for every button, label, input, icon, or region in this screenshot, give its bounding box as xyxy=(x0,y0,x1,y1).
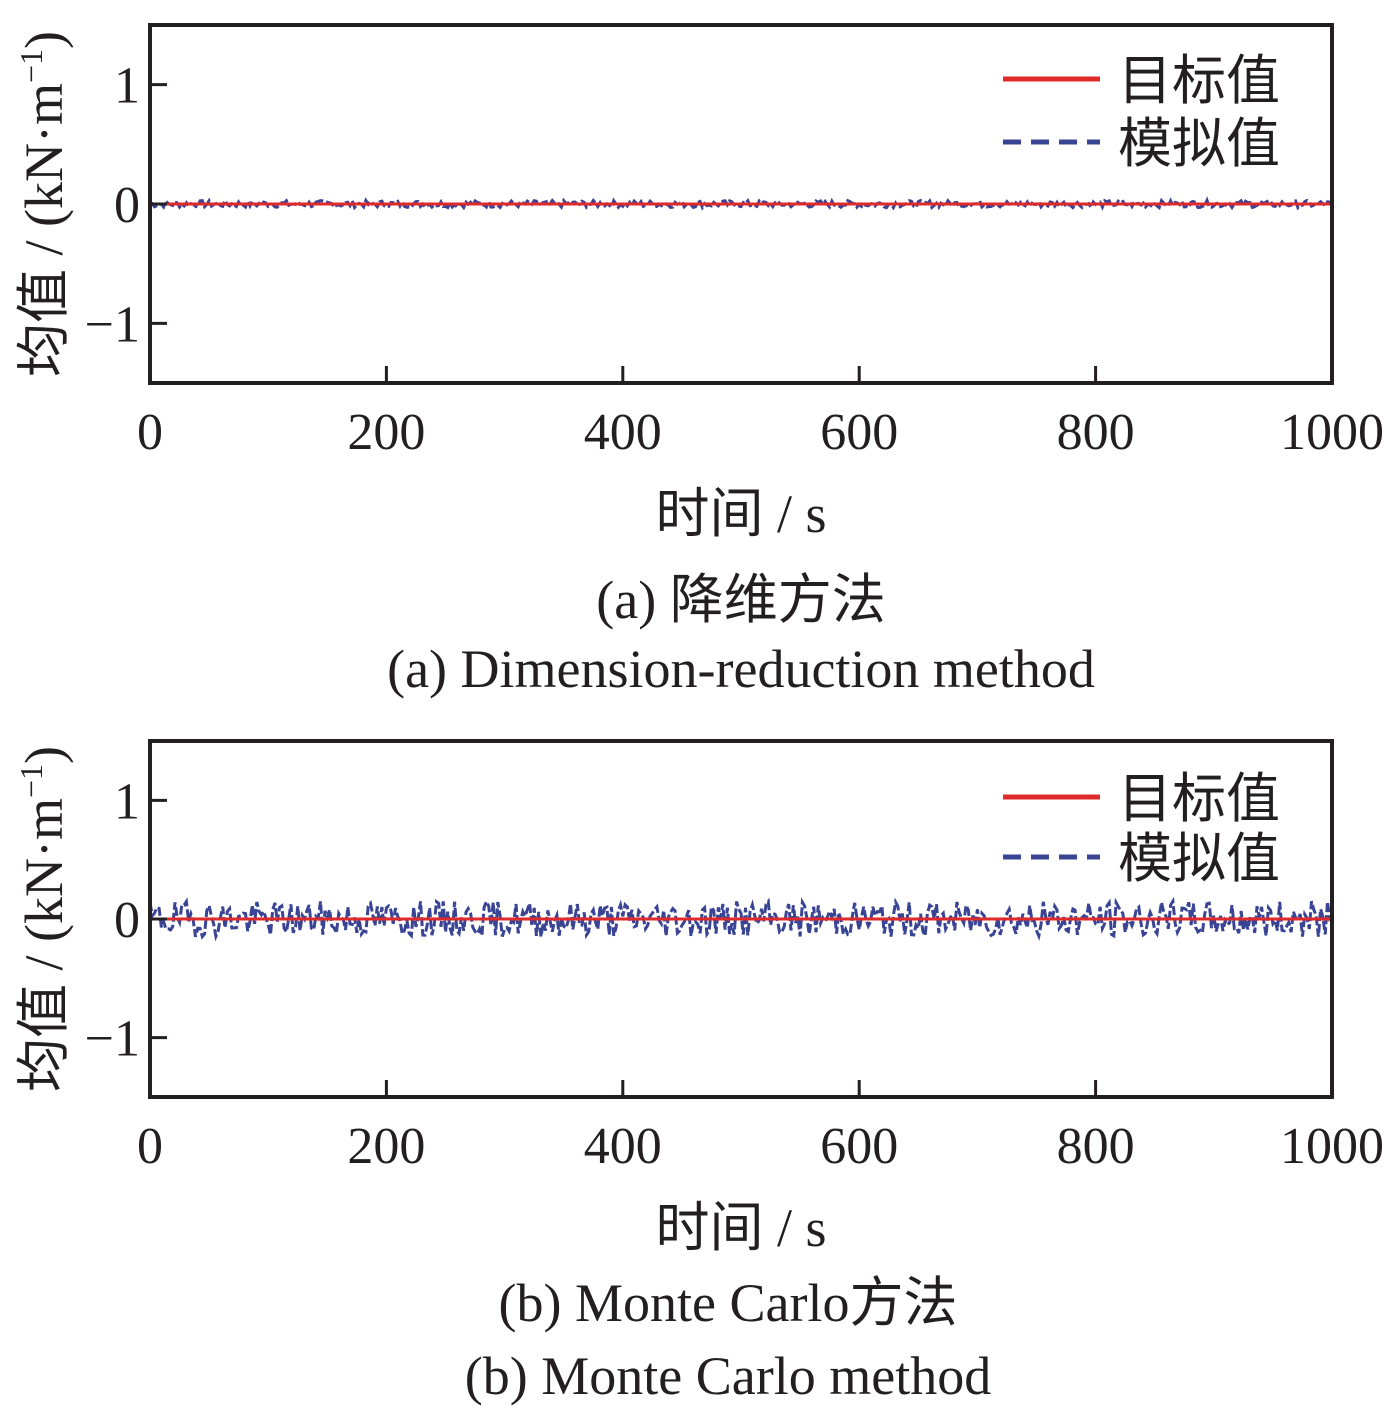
y-axis-label-close-b: ) xyxy=(14,746,74,764)
tick-labels-b: 0 200 400 600 800 1000 1 0 −1 xyxy=(85,773,1384,1175)
y-tick-label-1: 0 xyxy=(114,892,140,949)
x-tick-label-2: 400 xyxy=(584,404,662,461)
x-tick-label-0: 0 xyxy=(137,404,163,461)
series-simulated-b xyxy=(148,896,1334,942)
tick-labels-a: 0 200 400 600 800 1000 1 0 −1 xyxy=(85,58,1384,461)
x-tick-label-4: 800 xyxy=(1057,404,1135,461)
legend-a: 目标值 模拟值 xyxy=(1003,51,1280,174)
simulated-line xyxy=(148,896,1334,942)
x-tick-label-1: 200 xyxy=(347,1118,425,1175)
x-tick-label-3: 600 xyxy=(820,404,898,461)
caption-en-b: (b) Monte Carlo method xyxy=(465,1346,991,1406)
x-tick-label-5: 1000 xyxy=(1280,1118,1384,1175)
x-tick-label-2: 400 xyxy=(584,1118,662,1175)
caption-zh-b: (b) Monte Carlo方法 xyxy=(499,1273,958,1333)
legend-simulated-label-b: 模拟值 xyxy=(1118,829,1280,889)
legend-target-label-b: 目标值 xyxy=(1118,769,1280,829)
x-axis-label-b: 时间 / s xyxy=(655,1198,826,1258)
y-tick-label-2: −1 xyxy=(85,1011,140,1068)
legend-target-label-a: 目标值 xyxy=(1118,51,1280,111)
y-axis-label-close-a: ) xyxy=(14,31,74,49)
y-tick-label-0: 1 xyxy=(114,773,140,830)
legend-b: 目标值 模拟值 xyxy=(1003,769,1280,889)
caption-en-a: (a) Dimension-reduction method xyxy=(387,639,1095,699)
caption-zh-a: (a) 降维方法 xyxy=(596,570,885,630)
y-axis-label-sup-b: −1 xyxy=(13,764,49,798)
ticks-b xyxy=(150,798,1098,1097)
series-simulated-a xyxy=(149,196,1333,211)
legend-simulated-label-a: 模拟值 xyxy=(1118,114,1280,174)
x-tick-label-5: 1000 xyxy=(1280,404,1384,461)
y-axis-label-sup-a: −1 xyxy=(13,49,49,83)
x-tick-label-3: 600 xyxy=(820,1118,898,1175)
y-axis-label-b: 均值 / (kN·m−1) xyxy=(13,746,74,1092)
y-tick-label-1: 0 xyxy=(114,177,140,234)
y-axis-label-a: 均值 / (kN·m−1) xyxy=(13,31,74,377)
x-tick-label-4: 800 xyxy=(1057,1118,1135,1175)
y-axis-label-main-b: 均值 / (kN·m xyxy=(14,798,74,1092)
y-tick-label-0: 1 xyxy=(114,58,140,115)
ticks-a xyxy=(150,83,1098,383)
y-tick-label-2: −1 xyxy=(85,296,140,353)
panel-a: 0 200 400 600 800 1000 1 0 −1 目标值 模拟值 时间 / s 均值 … xyxy=(13,23,1384,699)
y-axis-label-main-a: 均值 / (kN·m xyxy=(14,83,74,377)
panel-b: 0 200 400 600 800 1000 1 0 −1 目标值 模拟值 时间 / s 均值 … xyxy=(13,739,1384,1406)
x-axis-label-a: 时间 / s xyxy=(655,484,826,544)
x-tick-label-0: 0 xyxy=(137,1118,163,1175)
simulated-line xyxy=(149,196,1333,211)
x-tick-label-1: 200 xyxy=(347,404,425,461)
